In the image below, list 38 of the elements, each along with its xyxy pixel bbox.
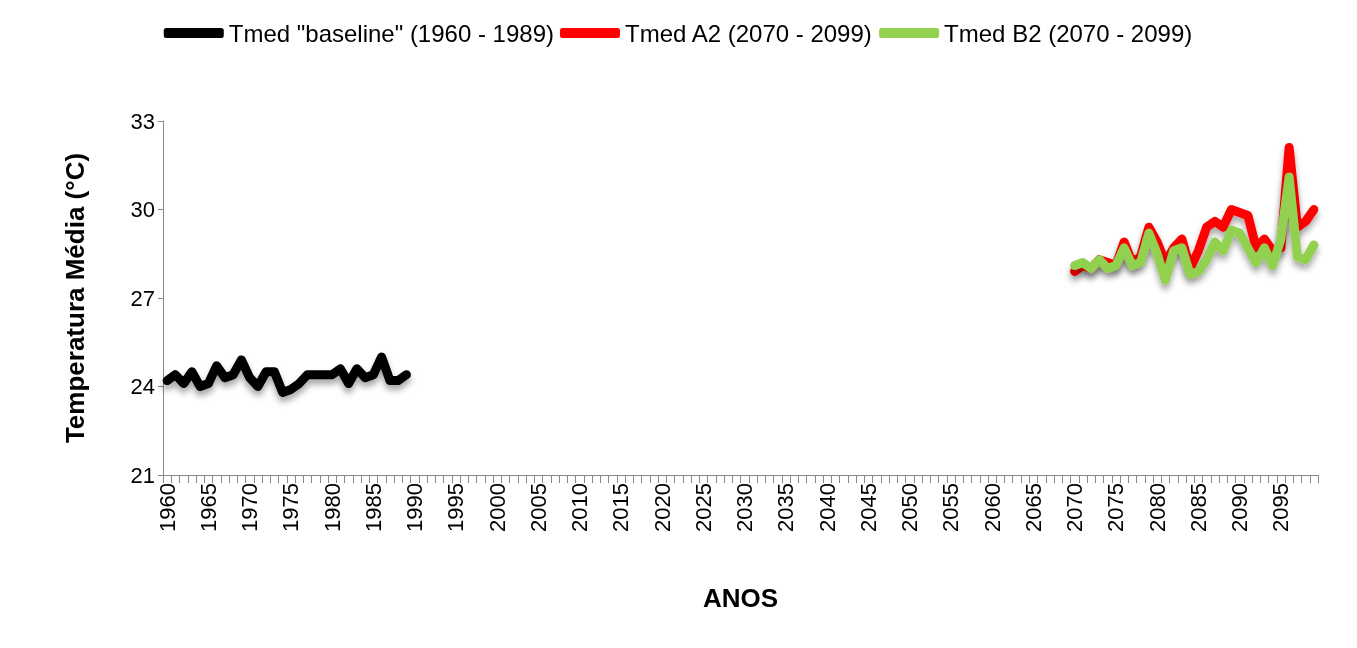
x-tick-label: 2050 [897,483,923,532]
legend-label: Tmed "baseline" (1960 - 1989) [228,19,554,47]
x-tick-label: 2080 [1144,483,1170,532]
y-tick-label: 21 [130,462,155,488]
x-tick-label: 1965 [195,483,221,532]
legend-label: Tmed B2 (2070 - 2099) [944,19,1193,47]
x-tick-label: 2025 [690,483,716,532]
x-tick-label: 2070 [1062,483,1088,532]
x-tick-label: 2055 [938,483,964,532]
x-tick-label: 2020 [649,483,675,532]
y-axis-title: Temperatura Média (°C) [60,152,90,444]
x-tick-label: 1960 [154,483,180,532]
x-tick-label: 2095 [1268,483,1294,532]
y-tick-label: 33 [130,108,155,134]
x-tick-label: 1970 [237,483,263,532]
y-tick-label: 30 [130,197,155,222]
x-tick-label: 2015 [608,483,634,532]
x-tick-label: 2090 [1227,483,1253,532]
x-tick-label: 1990 [402,483,428,532]
x-tick-label: 1975 [278,483,304,532]
x-tick-label: 1985 [360,483,386,532]
x-axis-title: ANOS [702,583,779,613]
y-tick-label: 27 [130,285,155,311]
x-tick-label: 2065 [1020,483,1046,532]
x-tick-label: 2030 [732,483,758,532]
x-tick-label: 2005 [525,483,551,532]
x-tick-label: 1980 [319,483,345,532]
x-tick-label: 2075 [1103,483,1129,532]
y-tick-label: 24 [130,374,155,399]
x-tick-label: 2000 [484,483,510,532]
x-tick-label: 1995 [443,483,469,532]
x-tick-label: 2035 [773,483,799,532]
legend-label: Tmed A2 (2070 - 2099) [624,19,872,47]
x-tick-label: 2045 [855,483,881,532]
x-tick-label: 2040 [814,483,840,532]
x-tick-label: 2060 [979,483,1005,532]
x-tick-label: 2085 [1185,483,1211,532]
x-tick-label: 2010 [567,483,593,532]
